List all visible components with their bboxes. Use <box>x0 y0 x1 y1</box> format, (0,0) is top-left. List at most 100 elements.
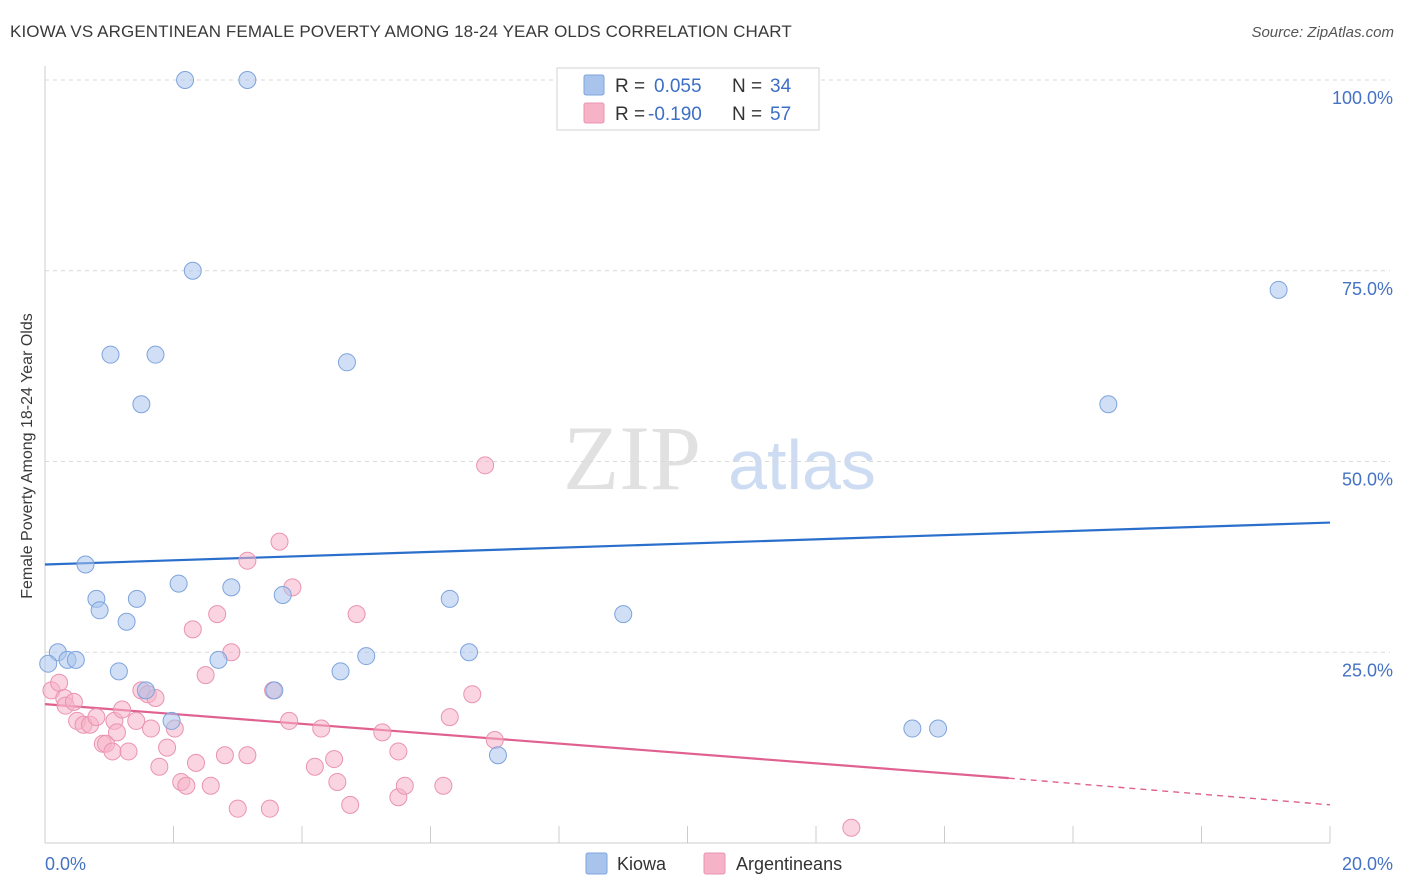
y-tick-label: 50.0% <box>1342 470 1393 490</box>
point-kiowa <box>109 662 128 681</box>
point-argentineans <box>325 750 344 769</box>
point-kiowa <box>929 719 948 738</box>
data-points <box>39 71 1288 837</box>
stats-n-label-argentineans: N = <box>732 104 762 125</box>
point-kiowa <box>265 681 284 700</box>
point-argentineans <box>347 605 366 624</box>
point-kiowa <box>238 71 257 89</box>
stats-box: R = 0.055 N = 34 R = -0.190 N = 57 <box>556 67 820 131</box>
stats-swatch-kiowa <box>583 74 605 96</box>
point-argentineans <box>158 738 177 757</box>
y-tick-label: 75.0% <box>1342 279 1393 299</box>
legend-label-kiowa: Kiowa <box>617 854 667 874</box>
point-kiowa <box>222 578 241 597</box>
point-argentineans <box>177 776 196 795</box>
point-kiowa <box>117 612 136 631</box>
point-argentineans <box>395 776 414 795</box>
stats-n-value-argentineans: 57 <box>770 104 791 125</box>
point-argentineans <box>485 730 504 749</box>
point-kiowa <box>460 643 479 662</box>
tick-labels: 100.0% 75.0% 50.0% 25.0% 0.0% 20.0% <box>45 88 1393 874</box>
chart-title: KIOWA VS ARGENTINEAN FEMALE POVERTY AMON… <box>10 22 792 41</box>
point-kiowa <box>176 71 195 89</box>
point-argentineans <box>87 708 106 727</box>
point-kiowa <box>90 601 109 620</box>
point-kiowa <box>1099 395 1118 414</box>
legend-label-argentineans: Argentineans <box>736 854 842 874</box>
stats-n-value-kiowa: 34 <box>770 76 792 97</box>
point-argentineans <box>215 746 234 765</box>
point-argentineans <box>476 456 495 475</box>
point-argentineans <box>64 692 83 711</box>
point-argentineans <box>328 772 347 791</box>
point-argentineans <box>107 723 126 742</box>
stats-r-value-kiowa: 0.055 <box>654 76 702 97</box>
point-argentineans <box>119 742 138 761</box>
point-kiowa <box>1269 280 1288 299</box>
point-argentineans <box>208 605 227 624</box>
x-tick-label: 20.0% <box>1342 854 1393 874</box>
point-kiowa <box>136 681 155 700</box>
point-kiowa <box>440 589 459 608</box>
source-label: Source: ZipAtlas.com <box>1251 24 1394 41</box>
point-kiowa <box>357 647 376 666</box>
point-kiowa <box>76 555 95 574</box>
point-kiowa <box>614 605 633 624</box>
point-argentineans <box>312 719 331 738</box>
stats-n-label-kiowa: N = <box>732 76 762 97</box>
stats-r-label-kiowa: R = <box>615 76 645 97</box>
point-kiowa <box>39 654 58 673</box>
point-argentineans <box>113 700 132 719</box>
point-argentineans <box>50 673 69 692</box>
point-argentineans <box>127 711 146 730</box>
legend-swatch-kiowa <box>585 852 608 875</box>
watermark-zip: ZIP <box>563 407 701 509</box>
point-argentineans <box>463 685 482 704</box>
watermark-atlas: atlas <box>728 426 876 504</box>
stats-swatch-argentineans <box>583 102 605 124</box>
point-kiowa <box>66 650 85 669</box>
point-argentineans <box>842 818 861 837</box>
point-argentineans <box>341 795 360 814</box>
point-argentineans <box>270 532 289 551</box>
point-kiowa <box>169 574 188 593</box>
point-kiowa <box>162 711 181 730</box>
legend: Kiowa Argentineans <box>585 852 842 875</box>
point-kiowa <box>331 662 350 681</box>
point-argentineans <box>186 753 205 772</box>
point-argentineans <box>373 723 392 742</box>
point-argentineans <box>196 666 215 685</box>
y-tick-label: 100.0% <box>1332 88 1393 108</box>
y-tick-label: 25.0% <box>1342 660 1393 680</box>
point-argentineans <box>201 776 220 795</box>
legend-swatch-argentineans <box>703 852 726 875</box>
point-argentineans <box>228 799 247 818</box>
point-argentineans <box>150 757 169 776</box>
trend-line-argentineans-extrapolated <box>1008 777 1331 806</box>
point-argentineans <box>260 799 279 818</box>
point-kiowa <box>101 345 120 364</box>
point-kiowa <box>273 586 292 605</box>
point-kiowa <box>132 395 151 414</box>
stats-r-label-argentineans: R = <box>615 104 645 125</box>
point-argentineans <box>238 551 257 570</box>
point-kiowa <box>903 719 922 738</box>
point-argentineans <box>305 757 324 776</box>
point-argentineans <box>183 620 202 639</box>
point-kiowa <box>488 746 507 765</box>
point-kiowa <box>183 261 202 280</box>
point-argentineans <box>103 742 122 761</box>
point-kiowa <box>146 345 165 364</box>
point-argentineans <box>440 708 459 727</box>
point-kiowa <box>337 353 356 372</box>
point-argentineans <box>280 711 299 730</box>
trend-lines <box>44 521 1331 806</box>
point-kiowa <box>127 589 146 608</box>
trend-line-argentineans <box>44 703 1009 780</box>
point-kiowa <box>209 650 228 669</box>
point-argentineans <box>389 742 408 761</box>
stats-r-value-argentineans: -0.190 <box>648 104 702 125</box>
point-argentineans <box>238 746 257 765</box>
axes <box>44 66 1331 844</box>
